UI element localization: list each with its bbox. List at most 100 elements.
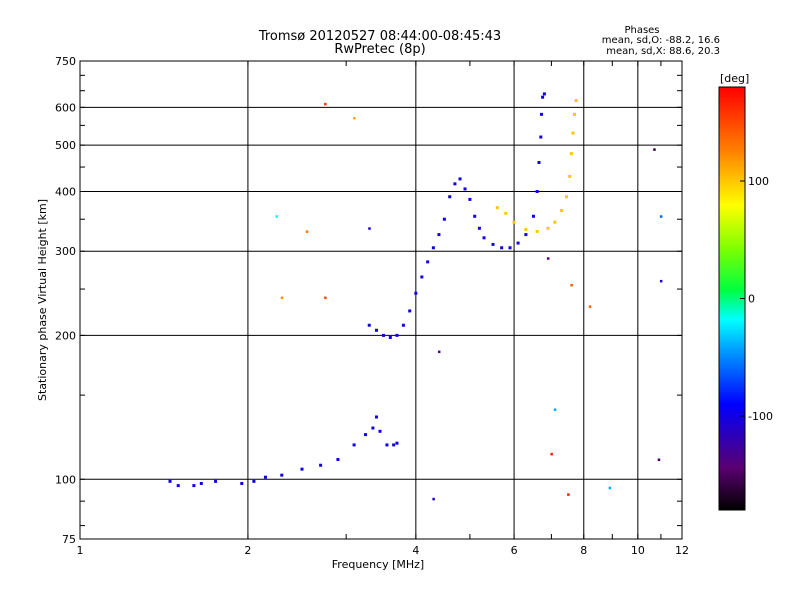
data-point: [319, 463, 323, 467]
x-tick-label: 1: [77, 544, 84, 557]
x-tick-label: 10: [631, 544, 645, 557]
outlier-point: [324, 102, 327, 106]
data-point: [420, 275, 424, 279]
y-tick-label: 750: [55, 55, 76, 68]
data-point: [395, 333, 399, 337]
data-point: [473, 214, 477, 218]
x-tick-label: 2: [244, 544, 251, 557]
data-point: [448, 195, 452, 199]
y-tick-label: 100: [55, 473, 76, 486]
y-tick-label: 200: [55, 329, 76, 342]
data-point: [192, 484, 196, 488]
y-tick-label: 600: [55, 101, 76, 114]
y-tick-label: 400: [55, 185, 76, 198]
phases-mean-x: mean, sd,X: 88.6, 20.3: [606, 46, 720, 57]
phases-mean-o: mean, sd,O: -88.2, 16.6: [602, 35, 720, 46]
data-point: [378, 429, 382, 433]
y-tick-label: 500: [55, 139, 76, 152]
data-point: [364, 433, 368, 437]
x-tick-label: 6: [511, 544, 518, 557]
data-point: [240, 481, 244, 485]
data-point: [495, 206, 499, 210]
outlier-point: [659, 215, 663, 218]
colorbar-label: [deg]: [720, 72, 749, 85]
outlier-point: [368, 227, 371, 230]
data-point: [560, 209, 564, 213]
data-point: [458, 177, 462, 181]
data-point: [565, 195, 569, 199]
data-point: [512, 220, 516, 224]
chart-title: Tromsø 20120527 08:44:00-08:45:43: [258, 29, 501, 44]
data-point: [392, 443, 396, 447]
data-point: [408, 309, 412, 313]
x-tick-label: 12: [675, 544, 689, 557]
x-tick-label: 4: [412, 544, 419, 557]
data-point: [395, 441, 399, 445]
data-point: [491, 242, 495, 246]
data-point: [401, 323, 405, 327]
data-point: [426, 260, 430, 264]
data-point: [516, 241, 520, 245]
data-point: [374, 415, 378, 419]
data-point: [442, 217, 446, 221]
plot-area: [79, 60, 683, 540]
x-tick-label: 8: [580, 544, 587, 557]
phases-heading: Phases: [624, 25, 659, 36]
grid-lines: [80, 61, 682, 539]
data-point: [524, 228, 528, 232]
data-point: [537, 160, 541, 164]
data-point: [568, 174, 572, 178]
y-tick-label: 300: [55, 245, 76, 258]
outlier-point: [588, 305, 592, 308]
outlier-point: [546, 257, 550, 260]
data-point: [414, 291, 418, 295]
data-point: [463, 187, 467, 191]
data-point: [531, 214, 535, 218]
data-point: [535, 189, 539, 193]
y-axis-label: Stationary phase Virtual Height [km]: [36, 199, 49, 401]
outlier-point: [353, 116, 356, 120]
data-point: [508, 246, 512, 250]
data-point: [524, 233, 528, 237]
y-tick-label: 75: [62, 533, 76, 546]
x-axis-label: Frequency [MHz]: [332, 558, 424, 571]
data-point: [300, 467, 304, 471]
data-point: [468, 197, 472, 201]
y-axis-ticks: 75 100 200 300 400 500 600 750: [55, 55, 682, 546]
data-point: [569, 152, 573, 156]
data-point: [367, 323, 371, 327]
data-point: [374, 328, 378, 332]
outlier-point: [608, 486, 612, 490]
data-point: [571, 131, 575, 135]
outlier-point: [653, 148, 656, 151]
scatter-points: [168, 92, 663, 501]
outlier-point: [305, 230, 309, 233]
data-point: [553, 220, 557, 224]
data-point: [574, 99, 578, 103]
data-point: [540, 112, 544, 116]
data-point: [352, 443, 356, 447]
data-point: [371, 426, 375, 430]
data-point: [541, 95, 545, 99]
data-point: [280, 473, 284, 477]
data-point: [336, 457, 340, 461]
data-point: [252, 479, 256, 483]
outlier-point: [567, 493, 570, 496]
outlier-point: [324, 296, 327, 300]
data-point: [539, 135, 543, 139]
colorbar-tick-label: 100: [748, 175, 769, 188]
data-point: [453, 182, 457, 186]
outlier-point: [553, 408, 557, 411]
outlier-point: [570, 283, 573, 287]
data-point: [535, 229, 539, 233]
data-point: [482, 236, 486, 240]
data-point: [573, 112, 577, 116]
data-point: [542, 92, 546, 96]
outlier-point: [275, 215, 278, 218]
data-point: [385, 443, 389, 447]
data-point: [176, 484, 180, 488]
colorbar-tick-label: -100: [748, 410, 773, 423]
outlier-point: [657, 458, 661, 461]
data-point: [214, 479, 218, 483]
